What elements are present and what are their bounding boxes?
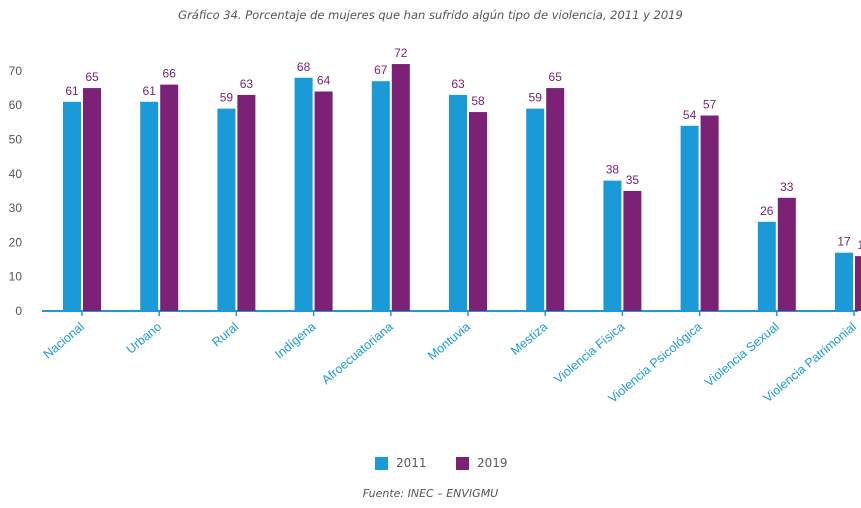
bar-2011 [63, 101, 81, 312]
y-tick-label: 20 [9, 235, 23, 249]
x-category-label: Afroecuatoriana [319, 320, 396, 387]
bar-2019 [391, 64, 410, 311]
chart-source: Fuente: INEC – ENVIGMU [362, 487, 499, 500]
x-category-label: Indígena [272, 320, 318, 362]
bar-2019 [777, 197, 796, 311]
bar-2011 [140, 101, 159, 312]
y-tick-label: 30 [9, 201, 23, 215]
data-label-2011: 26 [760, 204, 774, 218]
data-label-2019: 16 [857, 238, 861, 252]
data-label-2019: 58 [471, 94, 485, 108]
data-label-2011: 59 [220, 91, 234, 105]
bar-2019 [623, 190, 642, 311]
x-category-label: Rural [209, 320, 241, 350]
x-category-label: Violencia Física [551, 320, 627, 387]
bar-2019 [700, 115, 719, 312]
bar-2019 [237, 94, 256, 311]
data-label-2011: 38 [606, 163, 620, 177]
y-tick-label: 10 [9, 270, 23, 284]
x-category-label: Urbano [124, 320, 164, 357]
data-label-2019: 65 [85, 70, 99, 84]
x-category-label: Violencia Sexual [702, 320, 782, 390]
bar-2011 [294, 77, 313, 311]
y-tick-label: 0 [15, 304, 22, 318]
bar-2019 [469, 112, 487, 311]
data-label-2011: 68 [297, 60, 311, 74]
data-label-2019: 35 [626, 173, 640, 187]
bar-2011 [217, 108, 236, 311]
bar-2019 [855, 256, 861, 311]
data-label-2019: 64 [317, 73, 331, 87]
legend-item-2019: 2019 [456, 456, 508, 470]
x-category-label: Nacional [41, 320, 87, 362]
legend-swatch-2019 [456, 456, 469, 470]
data-label-2019: 65 [549, 70, 563, 84]
x-category-label: Montuvia [425, 320, 473, 363]
data-label-2011: 17 [837, 235, 851, 249]
data-label-2019: 33 [780, 180, 794, 194]
bar-2019 [546, 88, 565, 311]
legend-item-2011: 2011 [375, 456, 427, 470]
bar-2011 [371, 81, 390, 311]
bar-2011 [680, 125, 699, 311]
bar-2019 [83, 88, 101, 311]
data-label-2011: 61 [65, 84, 79, 98]
legend-swatch-2011 [375, 456, 388, 470]
legend-label-2019: 2019 [477, 456, 508, 470]
bar-2019 [314, 91, 333, 311]
x-category-label: Mestiza [508, 320, 550, 358]
legend-label-2011: 2011 [396, 456, 427, 470]
bar-2019 [160, 84, 179, 312]
data-label-2011: 63 [451, 77, 465, 91]
y-tick-label: 60 [9, 98, 23, 112]
chart-title: Gráfico 34. Porcentaje de mujeres que ha… [178, 8, 683, 22]
bar-chart: 0 10 20 30 40 50 60 70 61 65 Nacional 61 66 Urbano 59 6… [9, 46, 861, 406]
bar-2011 [835, 252, 853, 311]
bar-2011 [757, 221, 776, 311]
bar-2011 [603, 180, 622, 311]
data-label-2019: 63 [240, 77, 254, 91]
y-tick-label: 70 [9, 64, 23, 78]
y-tick-label: 50 [9, 133, 23, 147]
data-label-2011: 67 [374, 63, 388, 77]
bar-2011 [449, 94, 467, 311]
data-label-2011: 61 [143, 84, 157, 98]
data-label-2019: 66 [163, 67, 177, 81]
bar-2011 [526, 108, 545, 311]
data-label-2011: 59 [529, 91, 543, 105]
data-label-2011: 54 [683, 108, 697, 122]
y-tick-label: 40 [9, 167, 23, 181]
data-label-2019: 57 [703, 97, 717, 111]
data-label-2019: 72 [394, 46, 408, 60]
